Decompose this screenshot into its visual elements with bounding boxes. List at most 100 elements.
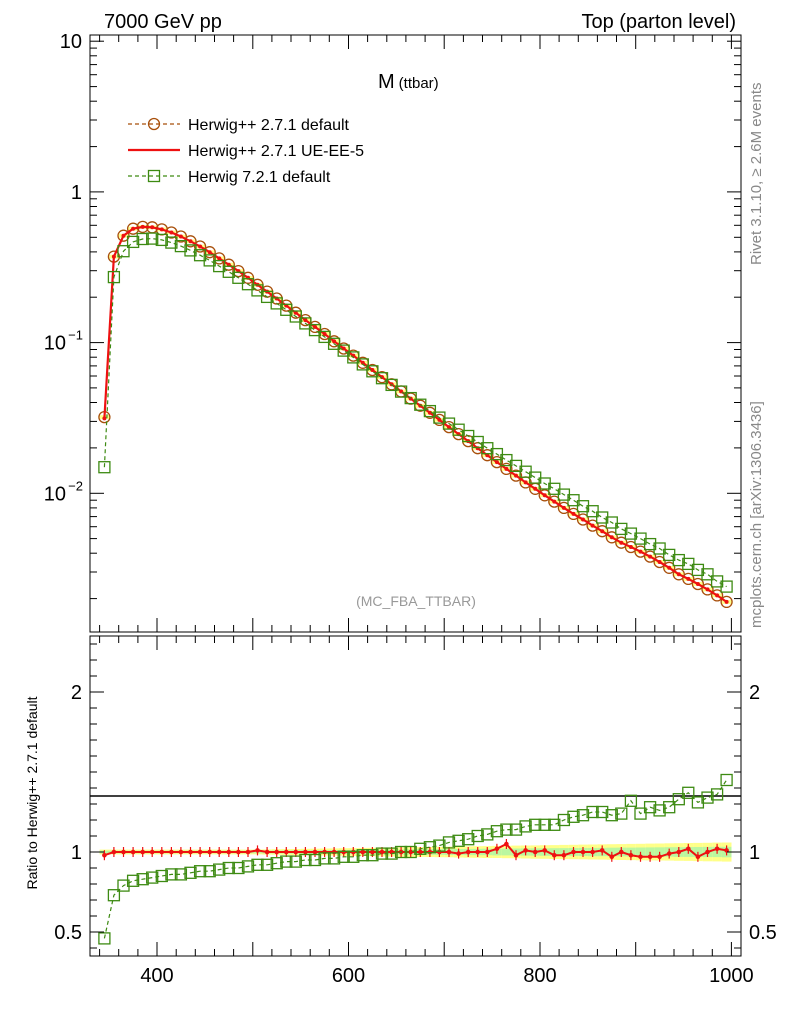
ratio-point-0 [580, 849, 586, 855]
ratio-point-1 [385, 847, 398, 860]
ratio-point-0 [475, 849, 481, 855]
ratio-y-tick-label-right: 2 [749, 682, 760, 704]
main-point-2 [126, 235, 140, 249]
main-point-0 [193, 240, 207, 253]
main-point-1 [447, 425, 451, 430]
ratio-point-1 [462, 833, 475, 846]
main-point-2 [337, 344, 350, 357]
main-y-tick-exponent: −1 [68, 328, 83, 343]
ratio-point-1 [538, 818, 551, 831]
ratio-point-1 [481, 828, 494, 841]
main-point-0 [241, 271, 255, 284]
main-point-1 [715, 593, 720, 598]
main-point-2 [615, 522, 628, 536]
ratio-y-tick-label: 2 [71, 682, 82, 704]
main-point-1 [322, 332, 327, 336]
ratio-point-0 [647, 854, 653, 860]
ratio-point-0 [418, 849, 423, 855]
ratio-point-1 [682, 786, 695, 799]
main-point-2 [653, 542, 666, 555]
ratio-point-1 [213, 863, 226, 876]
ratio-point-0 [322, 849, 327, 855]
ratio-band-inner-bin [501, 848, 512, 856]
ratio-point-0 [197, 849, 203, 855]
main-point-1 [475, 446, 480, 451]
main-point-2 [720, 580, 733, 593]
main-y-tick-exponent: −2 [68, 478, 83, 493]
ratio-point-1 [576, 809, 590, 822]
main-point-2 [289, 310, 302, 323]
ratio-point-0 [379, 849, 385, 855]
ratio-point-0 [303, 849, 308, 855]
ratio-point-1 [366, 849, 379, 862]
main-point-0 [509, 469, 523, 482]
main-point-1 [178, 234, 183, 239]
main-point-0 [500, 462, 513, 476]
main-point-0 [203, 246, 216, 259]
ratio-point-1 [222, 861, 235, 875]
main-y-tick-label: 10 [44, 333, 66, 355]
ratio-point-0 [686, 846, 691, 852]
main-point-2 [414, 398, 427, 411]
main-point-1 [217, 256, 222, 261]
ratio-point-0 [590, 849, 595, 855]
main-point-2 [691, 563, 705, 577]
ratio-point-0 [255, 848, 260, 853]
main-point-0 [653, 555, 666, 569]
ratio-point-1 [174, 868, 188, 881]
ratio-point-0 [628, 852, 634, 858]
ratio-point-0 [284, 849, 289, 855]
main-point-0 [184, 235, 197, 248]
main-y-tick-label: 10 [60, 31, 82, 53]
ratio-point-0 [638, 854, 643, 860]
main-point-0 [663, 561, 676, 574]
ratio-point-1 [203, 865, 216, 878]
ratio-point-0 [169, 849, 174, 855]
main-point-1 [686, 576, 691, 581]
ratio-point-0 [341, 849, 347, 855]
ratio-point-1 [529, 818, 542, 831]
main-point-1 [140, 224, 145, 229]
main-point-0 [538, 489, 551, 502]
ratio-point-1 [701, 791, 714, 804]
main-point-1 [619, 540, 624, 545]
main-point-2 [308, 323, 322, 337]
ratio-point-0 [532, 849, 538, 855]
ratio-point-1 [251, 858, 264, 871]
ratio-point-0 [264, 849, 270, 855]
main-point-1 [561, 505, 566, 510]
main-point-2 [165, 236, 178, 249]
main-point-1 [370, 368, 375, 372]
ratio-point-1 [548, 818, 561, 831]
main-point-0 [232, 264, 245, 278]
main-point-1 [514, 473, 518, 478]
main-point-1 [131, 226, 136, 231]
ratio-point-1 [136, 873, 149, 886]
main-point-2 [299, 317, 312, 330]
ratio-point-1 [184, 866, 197, 879]
main-point-1 [207, 250, 212, 255]
main-point-2 [385, 378, 398, 392]
main-point-0 [710, 589, 724, 602]
analysis-watermark: (MC_FBA_TTBAR) [356, 593, 476, 609]
main-point-0 [682, 572, 695, 586]
main-point-2 [136, 232, 149, 246]
main-point-2 [146, 232, 159, 245]
main-point-1 [581, 517, 585, 522]
main-point-1 [494, 460, 499, 465]
ratio-point-0 [159, 849, 165, 855]
ratio-point-0 [465, 849, 471, 855]
main-point-2 [280, 303, 293, 316]
main-point-2 [155, 233, 168, 247]
ratio-point-1 [394, 845, 408, 859]
ratio-point-1 [471, 829, 484, 843]
main-point-1 [552, 499, 557, 504]
legend: Herwig++ 2.7.1 default Herwig++ 2.7.1 UE… [128, 117, 364, 186]
ratio-point-0 [102, 852, 107, 858]
main-point-1 [657, 560, 662, 564]
legend-entry-herwigpp-default: Herwig++ 2.7.1 default [128, 117, 350, 134]
main-point-2 [701, 568, 714, 581]
ratio-point-0 [226, 849, 232, 855]
main-point-0 [222, 258, 235, 271]
ratio-point-1 [624, 794, 638, 807]
